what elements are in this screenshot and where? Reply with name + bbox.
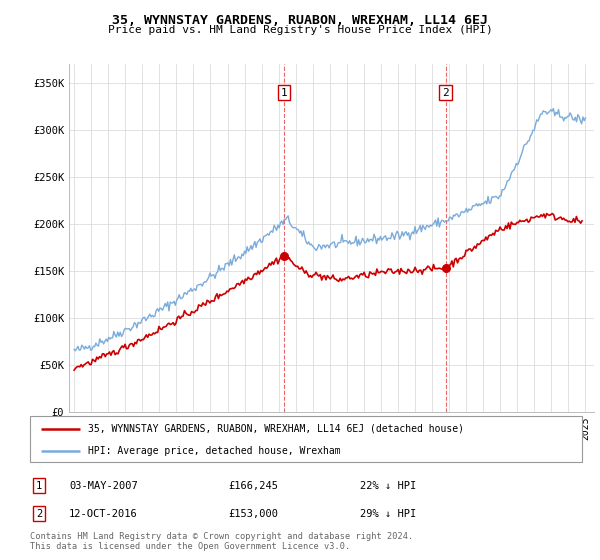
Text: 22% ↓ HPI: 22% ↓ HPI bbox=[360, 480, 416, 491]
Text: Contains HM Land Registry data © Crown copyright and database right 2024.
This d: Contains HM Land Registry data © Crown c… bbox=[30, 532, 413, 552]
Text: HPI: Average price, detached house, Wrexham: HPI: Average price, detached house, Wrex… bbox=[88, 446, 341, 455]
Text: Price paid vs. HM Land Registry's House Price Index (HPI): Price paid vs. HM Land Registry's House … bbox=[107, 25, 493, 35]
Text: £153,000: £153,000 bbox=[228, 508, 278, 519]
Text: 2: 2 bbox=[442, 87, 449, 97]
Text: 1: 1 bbox=[36, 480, 42, 491]
Text: 29% ↓ HPI: 29% ↓ HPI bbox=[360, 508, 416, 519]
Text: 03-MAY-2007: 03-MAY-2007 bbox=[69, 480, 138, 491]
Text: 2: 2 bbox=[36, 508, 42, 519]
Text: 35, WYNNSTAY GARDENS, RUABON, WREXHAM, LL14 6EJ: 35, WYNNSTAY GARDENS, RUABON, WREXHAM, L… bbox=[112, 14, 488, 27]
Text: 1: 1 bbox=[281, 87, 287, 97]
Text: 12-OCT-2016: 12-OCT-2016 bbox=[69, 508, 138, 519]
Text: £166,245: £166,245 bbox=[228, 480, 278, 491]
Text: 35, WYNNSTAY GARDENS, RUABON, WREXHAM, LL14 6EJ (detached house): 35, WYNNSTAY GARDENS, RUABON, WREXHAM, L… bbox=[88, 424, 464, 434]
